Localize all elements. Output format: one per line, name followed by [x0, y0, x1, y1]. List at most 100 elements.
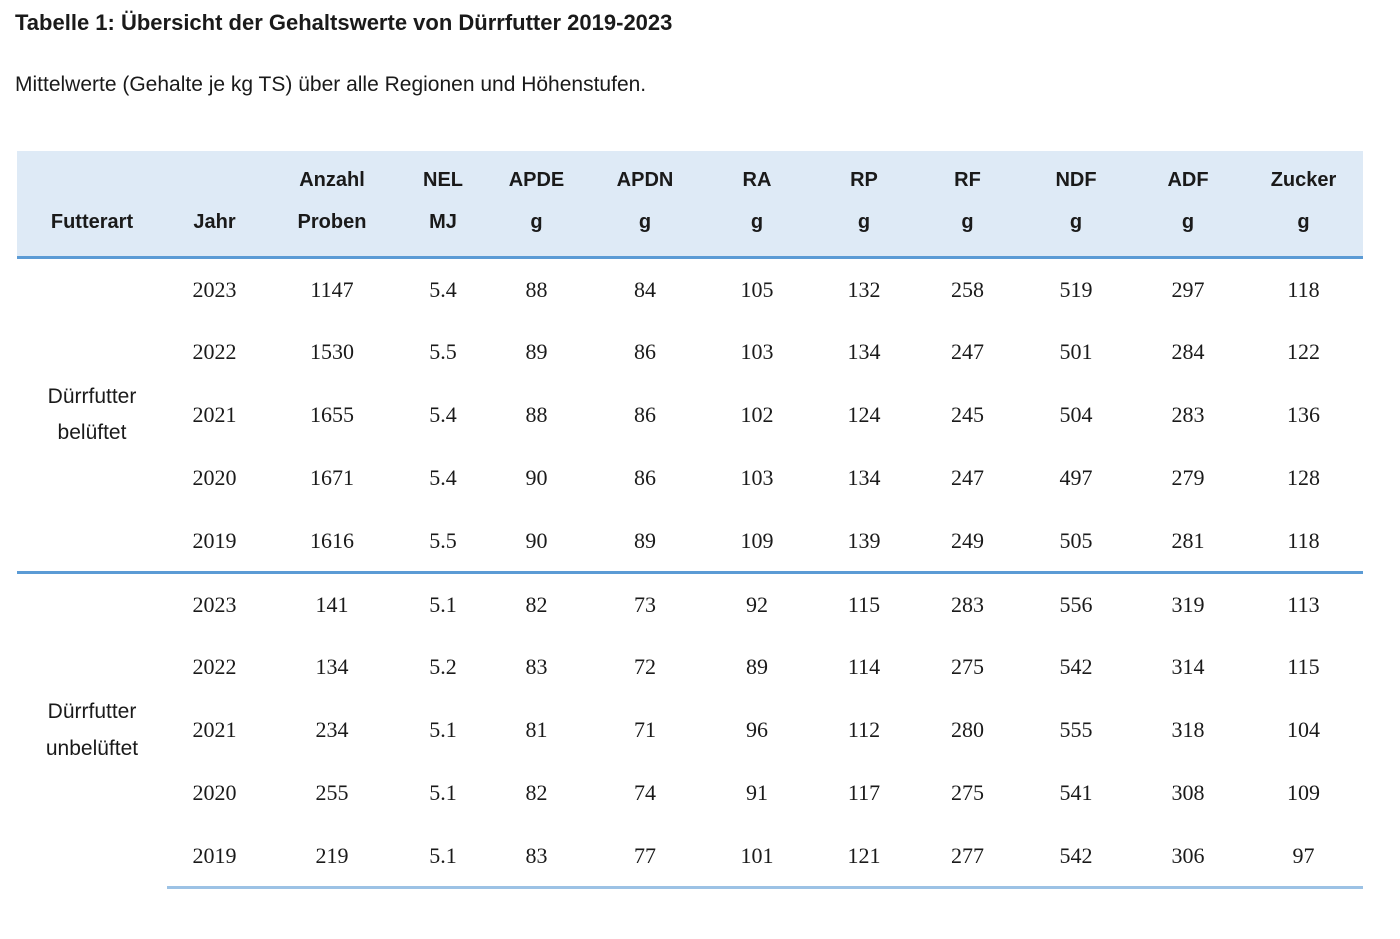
cell-ra: 109: [740, 527, 774, 553]
cell-jahr: 2020: [192, 780, 237, 806]
cell-jahr: 2019: [167, 824, 262, 890]
table-subtitle: Mittelwerte (Gehalte je kg TS) über alle…: [15, 73, 647, 97]
cell-apde: 81: [525, 717, 548, 743]
cell-nel: 5.4: [429, 402, 457, 428]
cell-apde: 82: [484, 571, 589, 636]
table-row: 2019 1616 5.5 90 89 109 139 249 505 281 118: [17, 510, 1363, 573]
cell-nel: 5.2: [429, 654, 457, 680]
cell-apde: 89: [525, 339, 548, 365]
cell-ra: 103: [740, 465, 774, 491]
cell-anzahl-proben: 219: [262, 824, 402, 890]
cell-rp: 117: [847, 780, 881, 806]
cell-nel: 5.4: [429, 277, 457, 303]
table-row: Dürrfutter belüftet 2023 1147 5.4 88 84 105 132…: [17, 258, 1363, 444]
document-page: Tabelle 1: Übersicht der Gehaltswerte vo…: [15, 10, 1380, 890]
cell-ndf: 504: [1059, 402, 1093, 428]
cell-jahr: 2023: [167, 571, 262, 636]
cell-jahr: 2022: [192, 654, 237, 680]
table-body: Dürrfutter belüftet 2023 1147 5.4 88 84 105 132…: [17, 258, 1363, 890]
col-header-apdn: APDN g: [589, 151, 701, 260]
cell-adf: 308: [1171, 780, 1205, 806]
cell-zucker: 122: [1287, 339, 1320, 365]
table-row: 2021 234 5.1 81 71 96 112 280 555 318 104: [17, 699, 1363, 762]
cell-anzahl-proben: 134: [315, 654, 349, 680]
cell-jahr: 2021: [192, 717, 237, 743]
cell-apde: 88: [525, 277, 548, 303]
cell-ndf: 556: [1020, 571, 1132, 636]
cell-nel: 5.4: [429, 465, 457, 491]
cell-jahr: 2021: [192, 402, 237, 428]
cell-rf: 245: [951, 402, 984, 428]
cell-rf: 280: [951, 717, 984, 743]
cell-apde: 88: [525, 402, 548, 428]
cell-rf: 275: [951, 780, 984, 806]
group-label-unbelueftet: Dürrfutter unbelüftet: [17, 571, 167, 888]
cell-rp: 139: [847, 527, 881, 553]
cell-adf: 284: [1171, 339, 1205, 365]
table-row: 2022 134 5.2 83 72 89 114 275 542 314 115: [17, 636, 1363, 699]
cell-ra: 91: [746, 780, 768, 806]
col-header-nel: NEL MJ: [402, 151, 484, 260]
cell-apdn: 73: [589, 571, 701, 636]
cell-apdn: 74: [634, 780, 656, 806]
cell-apdn: 86: [634, 339, 656, 365]
group-label-belueftet: Dürrfutter belüftet: [47, 384, 137, 445]
col-header-zucker: Zucker g: [1244, 151, 1363, 260]
col-header-apde: APDE g: [484, 151, 589, 260]
cell-ra: 92: [701, 571, 813, 636]
cell-rp: 121: [813, 824, 915, 890]
cell-rp: 124: [847, 402, 881, 428]
table-row: 2020 1671 5.4 90 86 103 134 247 497 279 128: [17, 447, 1363, 510]
cell-rp: 132: [847, 277, 881, 303]
table-row: 2021 1655 5.4 88 86 102 124 245 504 283 136: [17, 384, 1363, 447]
cell-rp: 114: [847, 654, 881, 680]
cell-ndf: 555: [1059, 717, 1093, 743]
cell-adf: 306: [1132, 824, 1244, 890]
cell-jahr: 2023: [192, 277, 237, 303]
cell-nel: 5.1: [402, 571, 484, 636]
cell-ra: 101: [701, 824, 813, 890]
header-row: Futterart Jahr Anzahl Proben NEL MJ APDE g APDN g…: [17, 151, 1363, 260]
cell-jahr: 2022: [192, 339, 237, 365]
cell-zucker: 104: [1287, 717, 1320, 743]
cell-adf: 281: [1171, 527, 1205, 553]
col-header-adf: ADF g: [1132, 151, 1244, 260]
cell-zucker: 109: [1287, 780, 1320, 806]
col-header-ra: RA g: [701, 151, 813, 260]
cell-ra: 102: [740, 402, 774, 428]
cell-rf: 283: [915, 571, 1020, 636]
cell-zucker: 118: [1287, 277, 1320, 303]
table-row: 2022 1530 5.5 89 86 103 134 247 501 284 122: [17, 321, 1363, 384]
cell-zucker: 118: [1287, 527, 1320, 553]
cell-nel: 5.1: [402, 824, 484, 890]
cell-ndf: 501: [1059, 339, 1093, 365]
cell-rf: 275: [951, 654, 984, 680]
cell-adf: 297: [1171, 277, 1205, 303]
cell-apdn: 72: [634, 654, 656, 680]
cell-rf: 247: [951, 465, 984, 491]
cell-apdn: 77: [589, 824, 701, 890]
table-row: 2020 255 5.1 82 74 91 117 275 541 308 109: [17, 762, 1363, 825]
cell-nel: 5.5: [429, 339, 457, 365]
col-header-jahr: Jahr: [167, 151, 262, 260]
cell-rf: 277: [915, 824, 1020, 890]
gehaltswerte-table: Futterart Jahr Anzahl Proben NEL MJ APDE g APDN g…: [17, 151, 1363, 890]
cell-apde: 83: [484, 824, 589, 890]
cell-ndf: 542: [1020, 824, 1132, 890]
cell-rp: 112: [847, 717, 881, 743]
cell-ra: 96: [746, 717, 768, 743]
cell-ndf: 505: [1059, 527, 1093, 553]
cell-anzahl-proben: 141: [262, 571, 402, 636]
cell-apde: 90: [525, 527, 548, 553]
col-header-anzahl-proben: Anzahl Proben: [262, 151, 402, 260]
cell-ra: 103: [740, 339, 774, 365]
cell-ndf: 541: [1059, 780, 1093, 806]
cell-apdn: 71: [634, 717, 656, 743]
cell-apde: 83: [525, 654, 548, 680]
cell-zucker: 136: [1287, 402, 1320, 428]
col-header-rp: RP g: [813, 151, 915, 260]
cell-nel: 5.1: [429, 780, 457, 806]
table-row: 2019 219 5.1 83 77 101 121 277 542 306 97: [17, 824, 1363, 890]
cell-adf: 318: [1171, 717, 1205, 743]
cell-apdn: 84: [634, 277, 656, 303]
